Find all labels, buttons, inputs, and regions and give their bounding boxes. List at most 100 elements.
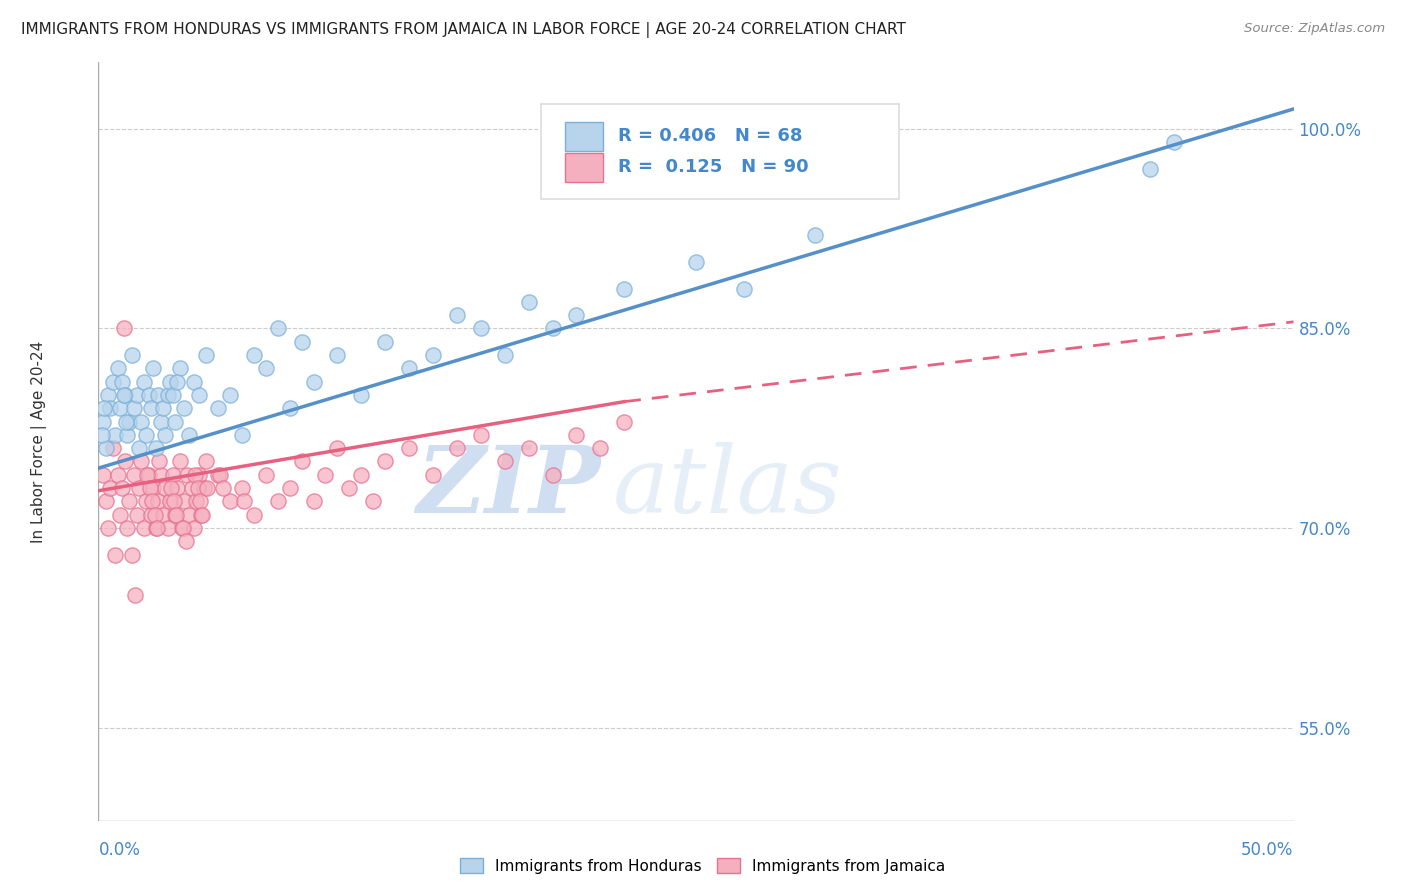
Point <box>193 481 215 495</box>
Text: R =  0.125   N = 90: R = 0.125 N = 90 <box>619 158 808 176</box>
Point <box>172 521 194 535</box>
Point <box>422 467 444 482</box>
Point <box>91 428 114 442</box>
Point <box>190 508 212 522</box>
Point <box>148 388 170 402</box>
Point <box>179 428 201 442</box>
Point <box>162 388 184 402</box>
Point <box>494 348 516 362</box>
Point <box>446 308 468 322</box>
Point <box>118 415 141 429</box>
Point <box>101 441 124 455</box>
Point <box>470 321 492 335</box>
Point <box>118 494 141 508</box>
Legend: Immigrants from Honduras, Immigrants from Jamaica: Immigrants from Honduras, Immigrants fro… <box>454 852 952 880</box>
Point <box>115 415 138 429</box>
Point <box>94 441 117 455</box>
Point <box>219 494 242 508</box>
Point <box>156 388 179 402</box>
Point <box>104 548 127 562</box>
Text: 0.0%: 0.0% <box>98 840 141 859</box>
Point <box>124 401 146 416</box>
Text: In Labor Force | Age 20-24: In Labor Force | Age 20-24 <box>31 341 46 542</box>
Text: Source: ZipAtlas.com: Source: ZipAtlas.com <box>1244 22 1385 36</box>
Point <box>374 454 396 468</box>
Point <box>195 454 218 468</box>
Point <box>207 467 229 482</box>
Point <box>243 348 266 362</box>
Point <box>162 467 184 482</box>
Point <box>136 467 159 482</box>
Point <box>363 494 385 508</box>
Point <box>494 454 516 468</box>
Point <box>165 508 187 522</box>
Point <box>108 401 131 416</box>
Point <box>517 441 540 455</box>
Point <box>187 388 209 402</box>
Point <box>125 388 148 402</box>
Point <box>141 494 163 508</box>
Point <box>149 415 172 429</box>
Point <box>231 428 253 442</box>
Point <box>211 481 233 495</box>
Point <box>91 467 114 482</box>
Point <box>565 428 588 442</box>
Point <box>128 481 150 495</box>
Point <box>159 375 181 389</box>
Point <box>565 308 588 322</box>
Point <box>131 415 153 429</box>
Point <box>138 467 160 482</box>
Point <box>195 348 218 362</box>
Point <box>139 481 162 495</box>
Point <box>1163 135 1185 149</box>
Point <box>132 521 155 535</box>
Point <box>93 401 115 416</box>
Text: ZIP: ZIP <box>416 442 600 532</box>
Point <box>107 361 129 376</box>
Point <box>124 587 146 601</box>
Point <box>398 361 420 376</box>
Point <box>291 334 314 349</box>
Point <box>142 481 165 495</box>
Point <box>267 494 290 508</box>
Point <box>176 467 198 482</box>
Point <box>155 481 177 495</box>
Point <box>254 361 277 376</box>
Point <box>254 467 277 482</box>
Point <box>278 401 301 416</box>
Point <box>422 348 444 362</box>
Point <box>243 508 266 522</box>
Point <box>169 361 191 376</box>
Point <box>149 467 172 482</box>
Point <box>163 415 186 429</box>
Point <box>121 348 143 362</box>
Text: 50.0%: 50.0% <box>1241 840 1294 859</box>
Point <box>115 428 138 442</box>
Point <box>188 494 211 508</box>
Point <box>138 388 160 402</box>
Bar <box>565 122 603 151</box>
Point <box>114 454 136 468</box>
Point <box>104 428 127 442</box>
Point <box>121 548 143 562</box>
Text: R = 0.406   N = 68: R = 0.406 N = 68 <box>619 127 803 145</box>
Point <box>159 494 181 508</box>
Point <box>184 467 207 482</box>
Point <box>148 494 170 508</box>
Point <box>613 282 636 296</box>
Point <box>112 388 135 402</box>
Point <box>107 467 129 482</box>
Point <box>145 521 167 535</box>
Point <box>350 388 373 402</box>
Point <box>114 388 136 402</box>
Point <box>541 467 564 482</box>
Point <box>112 321 135 335</box>
Point <box>135 428 157 442</box>
Point <box>101 375 124 389</box>
Point <box>186 494 208 508</box>
Point <box>613 415 636 429</box>
Point <box>191 508 214 522</box>
Point <box>98 401 122 416</box>
Point <box>1139 161 1161 176</box>
Bar <box>565 153 603 182</box>
